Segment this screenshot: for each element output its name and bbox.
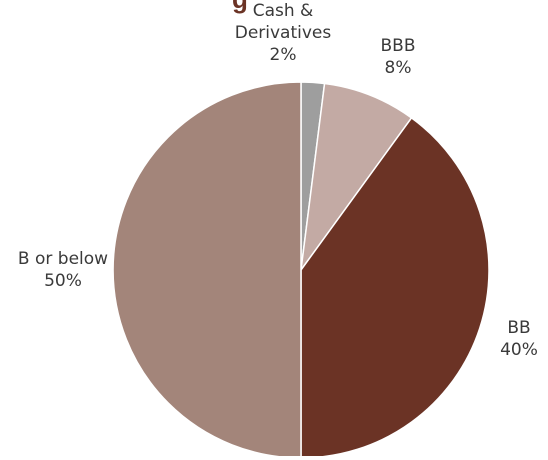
slice-value-label: 40%	[500, 340, 538, 360]
slice-category-label: B or below	[18, 249, 108, 269]
slice-value-label: 50%	[44, 271, 82, 291]
slice-category-label: BBB	[381, 36, 416, 56]
slice-category-label: Derivatives	[235, 23, 332, 43]
chart-title-fragment: g	[232, 0, 248, 12]
pie-slice	[300, 82, 413, 271]
slice-value-label: 2%	[270, 45, 297, 65]
pie-slices	[112, 81, 490, 459]
pie-slice	[112, 81, 302, 459]
pie-slice	[300, 116, 490, 459]
slice-category-label: BB	[507, 318, 530, 338]
slice-category-label: Cash &	[253, 1, 314, 21]
slice-value-label: 8%	[385, 58, 412, 78]
